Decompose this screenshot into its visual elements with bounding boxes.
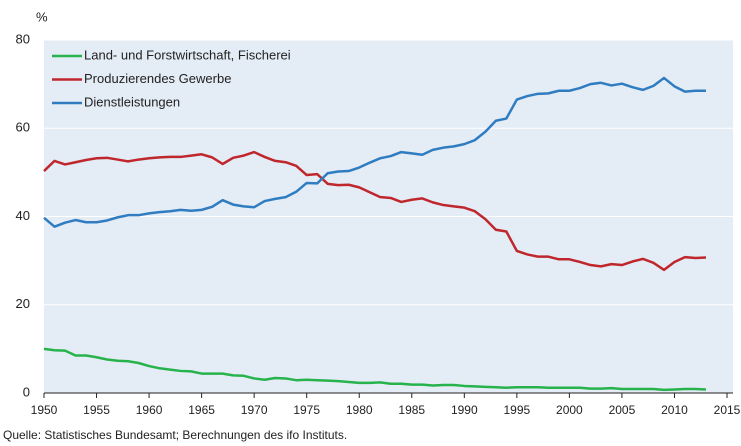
y-tick-label: 20 [16,296,30,311]
y-unit: % [36,9,48,24]
y-tick-label: 60 [16,120,30,135]
x-tick-label: 1960 [136,403,163,417]
x-tick-label: 1975 [293,403,320,417]
x-tick-label: 1950 [31,403,58,417]
source: Quelle: Statistisches Bundesamt; Berechn… [3,428,347,442]
x-tick-label: 2000 [556,403,583,417]
y-tick-label: 0 [23,384,30,399]
legend-label: Land- und Forstwirtschaft, Fischerei [84,47,291,62]
x-tick-label: 1995 [503,403,530,417]
x-tick-label: 1990 [451,403,478,417]
x-tick-label: 2015 [714,403,741,417]
x-tick-label: 1980 [346,403,373,417]
x-tick-label: 1955 [83,403,110,417]
series-line [43,347,707,392]
legend-label: Produzierendes Gewerbe [84,71,231,86]
y-tick-label: 40 [16,208,30,223]
series-line [43,150,707,272]
x-tick-label: 2005 [609,403,636,417]
x-tick-label: 1970 [241,403,268,417]
y-tick-label: 80 [16,31,30,46]
legend-label: Dienstleistungen [84,94,180,109]
series-line [43,76,706,228]
x-tick-label: 1965 [188,403,215,417]
x-tick-label: 1985 [398,403,425,417]
x-tick-label: 2010 [661,403,688,417]
